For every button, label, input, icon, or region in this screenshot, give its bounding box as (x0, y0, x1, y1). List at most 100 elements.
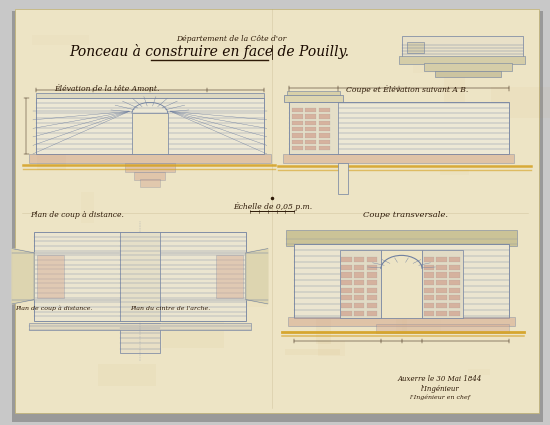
Bar (204, 30, 255, 52)
Bar (285, 349, 340, 355)
Bar (354, 272, 364, 278)
Bar (319, 146, 330, 150)
Text: Plan de coup à distance.: Plan de coup à distance. (30, 211, 124, 218)
Bar (289, 102, 338, 154)
Bar (120, 323, 160, 353)
Bar (37, 255, 64, 298)
Bar (80, 120, 133, 141)
Bar (341, 288, 352, 293)
Bar (437, 311, 447, 316)
Bar (216, 255, 243, 298)
Bar (354, 257, 364, 262)
Bar (367, 303, 377, 308)
Bar (440, 169, 469, 175)
Bar (354, 311, 364, 316)
Bar (319, 114, 330, 119)
Bar (424, 63, 512, 71)
Text: Plan de coup à distance.: Plan de coup à distance. (15, 306, 92, 311)
Bar (292, 133, 302, 138)
Bar (292, 121, 302, 125)
Text: Plan du cintre de l'arche.: Plan du cintre de l'arche. (130, 306, 211, 311)
Bar (32, 35, 89, 45)
Bar (162, 320, 224, 348)
Bar (449, 257, 459, 262)
Bar (140, 179, 159, 187)
Bar (444, 76, 465, 108)
Bar (305, 127, 316, 131)
Text: Auxerre le 30 Mai 1844: Auxerre le 30 Mai 1844 (398, 375, 482, 383)
Bar (319, 127, 330, 131)
Bar (354, 280, 364, 285)
Bar (437, 257, 447, 262)
Bar (367, 280, 377, 285)
Bar (341, 257, 352, 262)
Bar (354, 295, 364, 300)
Text: Coupe transversale.: Coupe transversale. (364, 211, 448, 218)
Bar (305, 146, 316, 150)
Text: Échelle de 0,05 p.m.: Échelle de 0,05 p.m. (233, 201, 312, 211)
Bar (424, 272, 434, 278)
Bar (261, 207, 295, 212)
Bar (294, 244, 509, 318)
Bar (407, 42, 424, 53)
Bar (340, 250, 381, 318)
Bar (354, 265, 364, 270)
Bar (34, 232, 246, 321)
Bar (422, 250, 463, 318)
Bar (37, 150, 65, 170)
Bar (305, 133, 316, 138)
Bar (413, 65, 441, 73)
Bar (434, 71, 500, 76)
Bar (97, 364, 156, 386)
Bar (424, 257, 434, 262)
Bar (318, 341, 345, 356)
Bar (142, 244, 195, 255)
Bar (319, 108, 330, 112)
Bar (286, 230, 517, 246)
Bar (134, 172, 165, 180)
Bar (120, 232, 160, 321)
Bar (179, 105, 226, 135)
Bar (29, 323, 251, 330)
Bar (305, 121, 316, 125)
Bar (125, 163, 175, 172)
Bar (354, 303, 364, 308)
Bar (132, 113, 168, 154)
Bar (292, 146, 302, 150)
Bar (437, 280, 447, 285)
Bar (319, 121, 330, 125)
Bar (29, 154, 271, 163)
Text: Coupe et Élévation suivant A B.: Coupe et Élévation suivant A B. (346, 85, 468, 94)
Bar (449, 265, 459, 270)
Bar (413, 269, 430, 294)
Bar (292, 114, 302, 119)
Bar (402, 312, 441, 333)
Bar (437, 288, 447, 293)
Bar (437, 303, 447, 308)
Bar (449, 303, 459, 308)
Bar (449, 288, 459, 293)
Bar (396, 305, 407, 334)
Bar (287, 91, 340, 95)
Bar (437, 265, 447, 270)
Bar (367, 257, 377, 262)
Text: Département de la Côte d'or: Département de la Côte d'or (176, 35, 286, 43)
Bar (367, 265, 377, 270)
Bar (283, 154, 514, 163)
Bar (341, 311, 352, 316)
Bar (367, 288, 377, 293)
Bar (449, 272, 459, 278)
Text: Ponceau à construire en face de Pouilly.: Ponceau à construire en face de Pouilly. (69, 44, 349, 60)
Bar (305, 140, 316, 144)
Bar (449, 295, 459, 300)
Bar (316, 312, 331, 344)
Text: l'Ingénieur en chef: l'Ingénieur en chef (410, 395, 470, 400)
Bar (354, 288, 364, 293)
Bar (305, 114, 316, 119)
Bar (424, 280, 434, 285)
Bar (81, 192, 94, 223)
Bar (111, 277, 151, 294)
Bar (402, 37, 522, 57)
Bar (424, 311, 434, 316)
Bar (367, 311, 377, 316)
